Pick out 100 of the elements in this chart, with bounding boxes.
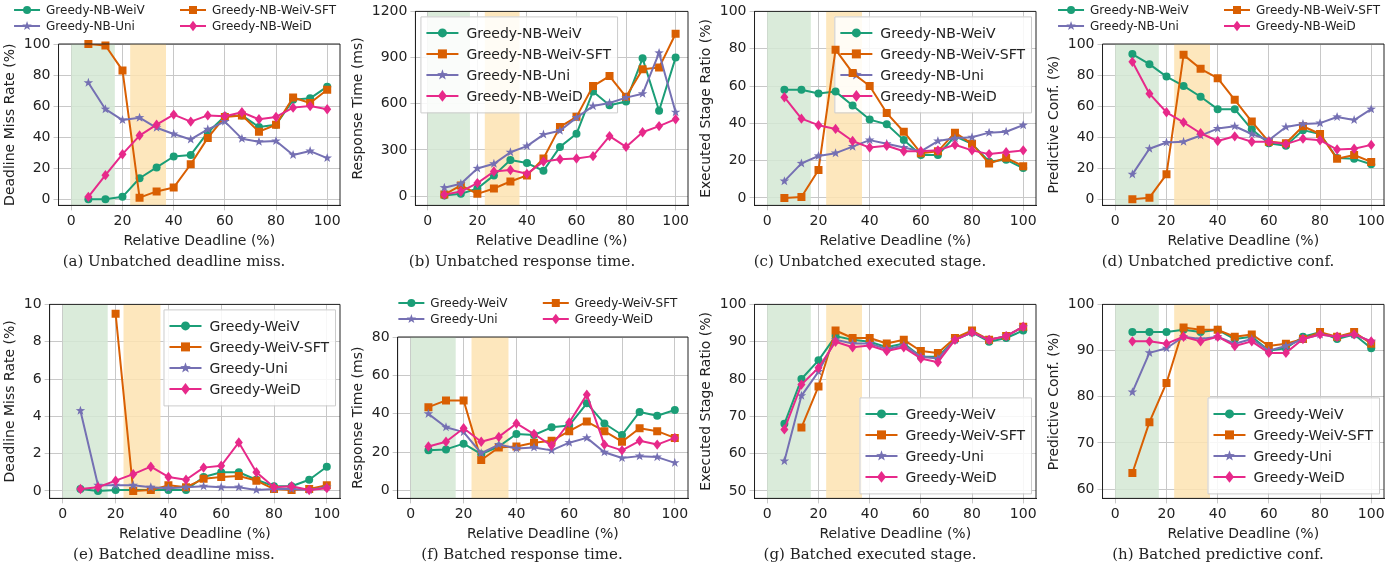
x-tick-label: 80 — [963, 212, 981, 229]
y-tick-label: 100 — [1067, 295, 1095, 312]
y-tick-label: 0 — [380, 481, 390, 498]
y-axis-title: Predictive Conf. (%) — [1045, 55, 1062, 194]
legend-label: Greedy-WeiD — [1253, 468, 1345, 485]
y-tick-label: 40 — [728, 113, 747, 130]
x-tick-label: 40 — [1208, 505, 1227, 522]
x-tick-label: 20 — [468, 212, 487, 229]
y-tick-label: 90 — [728, 332, 747, 349]
legend-label: Greedy-WeiV — [209, 317, 300, 334]
y-tick-label: 600 — [380, 94, 408, 111]
y-tick-label: 4 — [32, 406, 42, 423]
y-tick-label: 20 — [371, 442, 390, 459]
legend-label: Greedy-NB-WeiV — [1090, 3, 1190, 18]
x-tick-label: 40 — [518, 212, 536, 229]
y-tick-label: 90 — [1076, 341, 1095, 358]
x-axis-title: Relative Deadline (%) — [819, 525, 972, 542]
x-tick-label: 100 — [1357, 505, 1385, 522]
x-tick-label: 20 — [809, 212, 828, 229]
legend-label: Greedy-NB-WeiD — [880, 87, 997, 104]
y-tick-label: 40 — [371, 404, 390, 421]
x-tick-label: 100 — [1357, 212, 1385, 229]
x-tick-label: 0 — [66, 212, 76, 229]
legend-label: Greedy-NB-WeiV-SFT — [880, 45, 1026, 62]
y-tick-label: 70 — [1076, 433, 1095, 450]
y-axis-title: Response Time (ms) — [349, 37, 366, 180]
y-tick-label: 300 — [380, 140, 408, 157]
x-tick-label: 0 — [1110, 505, 1120, 522]
y-tick-label: 20 — [1076, 158, 1095, 175]
legend-label: Greedy-NB-WeiD — [466, 87, 583, 104]
y-tick-label: 60 — [1076, 96, 1095, 113]
y-tick-label: 50 — [728, 481, 747, 498]
legend-label: Greedy-WeiV-SFT — [574, 296, 678, 311]
legend-label: Greedy-NB-WeiV — [466, 24, 583, 41]
y-tick-label: 60 — [32, 96, 51, 113]
x-tick-label: 20 — [809, 505, 828, 522]
legend-label: Greedy-NB-WeiV-SFT — [1256, 3, 1381, 18]
y-tick-label: 60 — [728, 444, 747, 461]
x-tick-label: 80 — [617, 212, 635, 229]
x-tick-label: 80 — [1311, 505, 1329, 522]
legend-label: Greedy-WeiV-SFT — [209, 338, 330, 355]
x-tick-label: 60 — [567, 212, 586, 229]
legend-label: Greedy-NB-Uni — [880, 66, 984, 83]
x-tick-label: 80 — [267, 212, 285, 229]
y-tick-label: 80 — [32, 65, 51, 82]
y-axis-title: Response Time (ms) — [349, 346, 366, 489]
legend-label: Greedy-NB-Uni — [46, 19, 135, 34]
y-axis-title: Executed Stage Ratio (%) — [697, 18, 714, 198]
x-tick-label: 100 — [1009, 212, 1037, 229]
x-tick-label: 60 — [212, 505, 231, 522]
y-tick-label: 8 — [32, 332, 42, 349]
x-axis-title: Relative Deadline (%) — [1167, 525, 1320, 542]
x-axis-title: Relative Deadline (%) — [123, 232, 276, 249]
y-tick-label: 0 — [398, 186, 408, 203]
y-tick-label: 0 — [32, 481, 42, 498]
y-tick-label: 40 — [32, 127, 51, 144]
y-tick-label: 0 — [737, 188, 747, 205]
legend-label: Greedy-Uni — [905, 447, 984, 464]
legend-label: Greedy-WeiV — [430, 296, 509, 311]
legend-label: Greedy-Uni — [209, 359, 288, 376]
x-tick-label: 40 — [860, 505, 879, 522]
y-tick-label: 1200 — [371, 2, 408, 19]
y-tick-label: 80 — [728, 369, 747, 386]
legend-label: Greedy-WeiV — [1253, 405, 1344, 422]
x-tick-label: 0 — [762, 212, 772, 229]
y-axis-title: Deadline Miss Rate (%) — [1, 43, 18, 206]
text: (b) Unbatched response time. — [407, 252, 637, 270]
x-tick-label: 40 — [159, 505, 178, 522]
y-tick-label: 6 — [32, 369, 42, 386]
x-tick-label: 80 — [613, 505, 631, 522]
y-tick-label: 60 — [1076, 479, 1095, 496]
y-tick-label: 80 — [1076, 65, 1095, 82]
y-tick-label: 100 — [719, 295, 747, 312]
legend-label: Greedy-NB-Uni — [466, 66, 571, 83]
x-tick-label: 20 — [1157, 505, 1176, 522]
legend-label: Greedy-NB-Uni — [1090, 19, 1179, 34]
x-tick-label: 20 — [106, 505, 125, 522]
x-tick-label: 60 — [1259, 212, 1278, 229]
x-tick-label: 40 — [164, 212, 183, 229]
x-axis-title: Relative Deadline (%) — [819, 232, 972, 249]
legend-label: Greedy-WeiD — [574, 312, 654, 327]
y-tick-label: 0 — [1085, 189, 1095, 206]
x-tick-label: 80 — [265, 505, 283, 522]
x-tick-label: 40 — [860, 212, 879, 229]
x-axis-title: Relative Deadline (%) — [475, 232, 628, 249]
text: (d) Unbatched predictive conf. — [1100, 252, 1336, 270]
text: (e) Batched deadline miss. — [72, 545, 276, 563]
y-tick-label: 20 — [728, 151, 747, 168]
x-tick-label: 0 — [58, 505, 68, 522]
legend-label: Greedy-WeiV-SFT — [905, 426, 1026, 443]
y-tick-label: 80 — [1076, 387, 1095, 404]
y-tick-label: 100 — [719, 2, 747, 19]
legend-label: Greedy-NB-WeiD — [1256, 19, 1356, 34]
y-axis-title: Executed Stage Ratio (%) — [697, 311, 714, 491]
y-tick-label: 70 — [728, 406, 747, 423]
x-tick-label: 20 — [113, 212, 132, 229]
x-tick-label: 40 — [1208, 212, 1227, 229]
legend-label: Greedy-NB-WeiV — [880, 24, 996, 41]
y-tick-label: 0 — [41, 189, 51, 206]
text: (h) Batched predictive conf. — [1111, 545, 1325, 563]
